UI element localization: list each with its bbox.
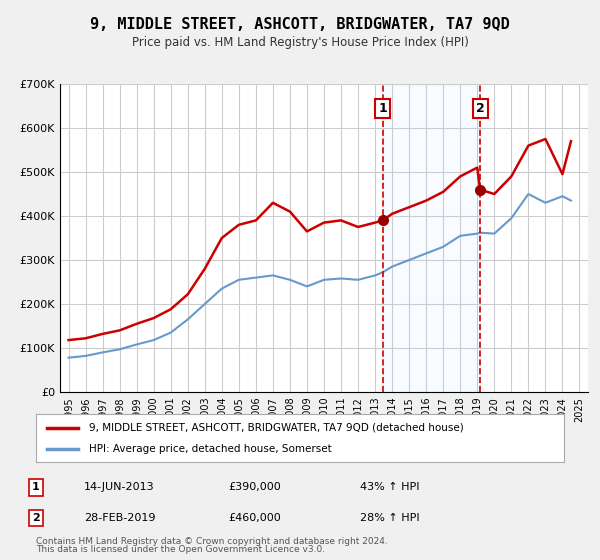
Text: 1: 1 bbox=[379, 102, 387, 115]
Text: 2: 2 bbox=[476, 102, 484, 115]
Text: 9, MIDDLE STREET, ASHCOTT, BRIDGWATER, TA7 9QD (detached house): 9, MIDDLE STREET, ASHCOTT, BRIDGWATER, T… bbox=[89, 423, 464, 433]
Text: HPI: Average price, detached house, Somerset: HPI: Average price, detached house, Some… bbox=[89, 444, 332, 454]
Text: 28-FEB-2019: 28-FEB-2019 bbox=[84, 513, 155, 523]
Text: Price paid vs. HM Land Registry's House Price Index (HPI): Price paid vs. HM Land Registry's House … bbox=[131, 36, 469, 49]
Text: 9, MIDDLE STREET, ASHCOTT, BRIDGWATER, TA7 9QD: 9, MIDDLE STREET, ASHCOTT, BRIDGWATER, T… bbox=[90, 17, 510, 32]
Text: 2: 2 bbox=[32, 513, 40, 523]
Text: £390,000: £390,000 bbox=[228, 482, 281, 492]
Text: 28% ↑ HPI: 28% ↑ HPI bbox=[360, 513, 419, 523]
Text: This data is licensed under the Open Government Licence v3.0.: This data is licensed under the Open Gov… bbox=[36, 545, 325, 554]
Text: 1: 1 bbox=[32, 482, 40, 492]
Bar bbox=[383, 84, 480, 392]
Text: Contains HM Land Registry data © Crown copyright and database right 2024.: Contains HM Land Registry data © Crown c… bbox=[36, 537, 388, 546]
Text: £460,000: £460,000 bbox=[228, 513, 281, 523]
Text: 43% ↑ HPI: 43% ↑ HPI bbox=[360, 482, 419, 492]
Text: 14-JUN-2013: 14-JUN-2013 bbox=[84, 482, 155, 492]
